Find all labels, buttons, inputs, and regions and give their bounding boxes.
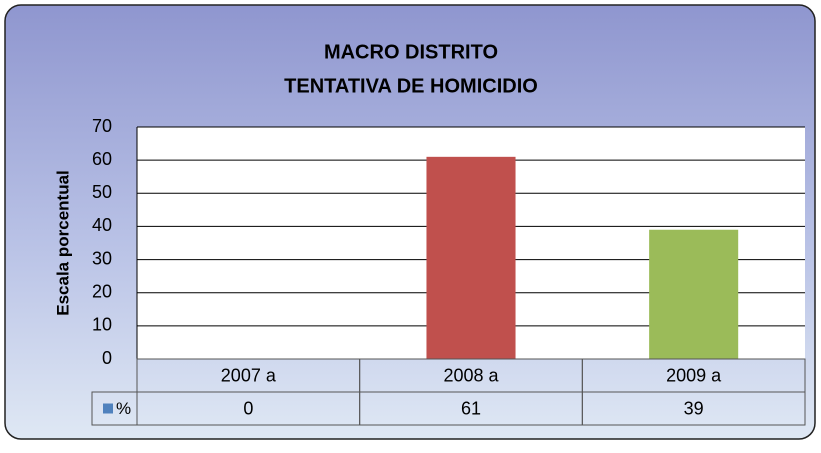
table-value: 61 [461,398,481,418]
table-value: 0 [243,398,253,418]
y-tick-label: 30 [92,248,112,268]
y-axis-label: Escala porcentual [53,170,72,316]
bar [649,229,739,359]
y-tick-label: 40 [92,215,112,235]
bar [426,156,516,359]
chart-title: TENTATIVA DE HOMICIDIO [284,75,538,97]
y-tick-label: 10 [92,315,112,335]
x-tick-label: 2009 a [666,365,722,385]
y-tick-label: 50 [92,182,112,202]
table-cell [581,391,806,426]
table-cell [91,391,138,426]
x-tick-label: 2008 a [443,365,499,385]
y-tick-label: 20 [92,281,112,301]
y-tick-label: 70 [92,116,112,136]
chart-title: MACRO DISTRITO [324,41,498,63]
legend-swatch [103,403,113,414]
table-value: 39 [684,398,704,418]
x-tick-label: 2007 a [221,365,277,385]
legend-label: % [116,399,131,418]
y-tick-label: 0 [102,348,112,368]
y-tick-label: 60 [92,149,112,169]
